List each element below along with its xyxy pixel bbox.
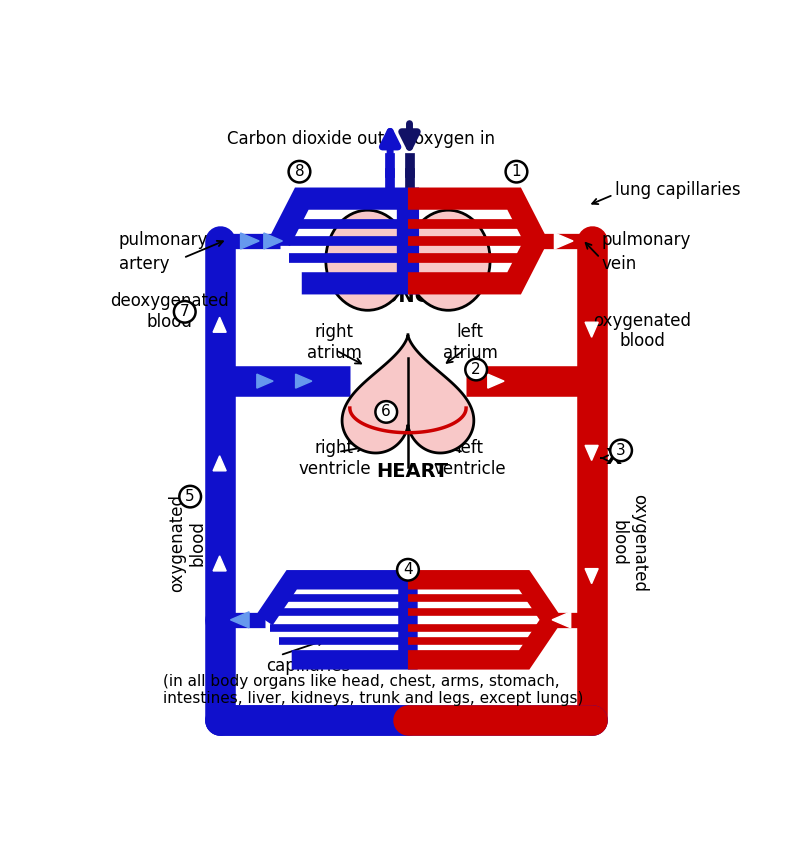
Polygon shape bbox=[257, 374, 273, 388]
Polygon shape bbox=[488, 374, 504, 388]
Text: 5: 5 bbox=[185, 489, 195, 504]
Text: pulmonary
artery: pulmonary artery bbox=[119, 231, 209, 273]
Circle shape bbox=[466, 359, 487, 380]
Polygon shape bbox=[555, 233, 573, 249]
Ellipse shape bbox=[326, 210, 409, 310]
Text: 6: 6 bbox=[381, 404, 391, 419]
Text: 7: 7 bbox=[180, 304, 189, 320]
Circle shape bbox=[376, 401, 397, 423]
Text: oxygenated
blood: oxygenated blood bbox=[593, 312, 691, 351]
Text: X: X bbox=[606, 448, 622, 469]
Polygon shape bbox=[295, 374, 312, 388]
Polygon shape bbox=[552, 611, 571, 628]
Text: 4: 4 bbox=[403, 562, 413, 578]
Text: left
atrium: left atrium bbox=[443, 323, 498, 362]
Ellipse shape bbox=[407, 210, 490, 310]
Polygon shape bbox=[585, 445, 598, 461]
Text: LUNGS: LUNGS bbox=[371, 287, 445, 306]
Polygon shape bbox=[263, 233, 283, 249]
Polygon shape bbox=[213, 317, 226, 333]
Text: oxygenated
blood: oxygenated blood bbox=[168, 494, 206, 591]
Text: 3: 3 bbox=[616, 443, 626, 458]
Text: oxygen in: oxygen in bbox=[414, 130, 495, 147]
Circle shape bbox=[179, 486, 201, 507]
Circle shape bbox=[289, 161, 310, 183]
Text: lung capillaries: lung capillaries bbox=[615, 181, 740, 199]
Text: 2: 2 bbox=[471, 362, 481, 377]
Polygon shape bbox=[342, 334, 474, 453]
Text: right
atrium: right atrium bbox=[307, 323, 361, 362]
Text: right
ventricle: right ventricle bbox=[298, 439, 371, 477]
Text: intestines, liver, kidneys, trunk and legs, except lungs): intestines, liver, kidneys, trunk and le… bbox=[163, 691, 583, 706]
Circle shape bbox=[397, 559, 419, 580]
Polygon shape bbox=[585, 322, 598, 337]
Circle shape bbox=[174, 301, 196, 323]
Text: capillaries: capillaries bbox=[266, 656, 350, 675]
Polygon shape bbox=[240, 233, 259, 249]
Polygon shape bbox=[213, 556, 226, 571]
Text: 8: 8 bbox=[295, 165, 304, 179]
Text: left
ventricle: left ventricle bbox=[434, 439, 506, 477]
Text: 1: 1 bbox=[512, 165, 521, 179]
Text: HEART: HEART bbox=[376, 462, 448, 481]
Circle shape bbox=[611, 440, 632, 462]
Text: Carbon dioxide out: Carbon dioxide out bbox=[228, 130, 384, 147]
Circle shape bbox=[505, 161, 527, 183]
Text: deoxygenated
blood: deoxygenated blood bbox=[110, 293, 228, 331]
Text: oxygenated
blood: oxygenated blood bbox=[610, 494, 648, 591]
Polygon shape bbox=[585, 569, 598, 584]
Polygon shape bbox=[231, 611, 249, 628]
Polygon shape bbox=[213, 456, 226, 471]
Text: (in all body organs like head, chest, arms, stomach,: (in all body organs like head, chest, ar… bbox=[163, 674, 560, 688]
Text: pulmonary
vein: pulmonary vein bbox=[602, 231, 691, 273]
